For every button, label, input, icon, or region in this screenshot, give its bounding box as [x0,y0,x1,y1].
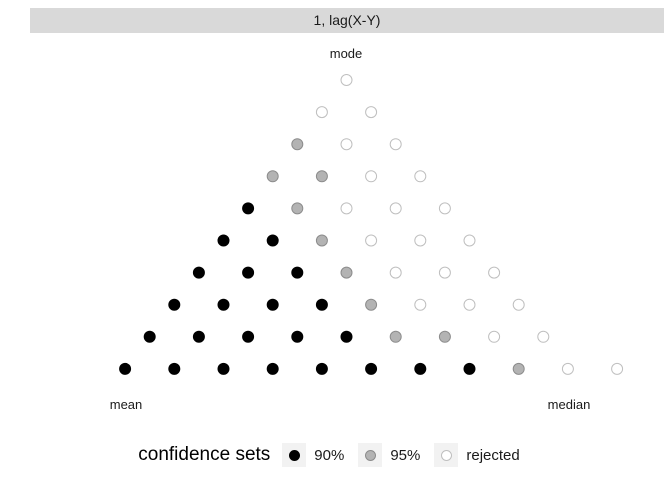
point-rej-r2-c1 [340,138,353,151]
point-rej-r8-c8 [537,330,550,343]
point-90-r9-c6 [414,362,427,375]
point-95-r4-c1 [291,202,304,215]
point-rej-r6-c5 [438,266,451,279]
point-90-r9-c0 [119,362,132,375]
point-90-r7-c0 [168,298,181,311]
point-rej-r2-c2 [389,138,402,151]
point-rej-r4-c4 [438,202,451,215]
point-rej-r3-c2 [365,170,378,183]
point-90-r6-c1 [242,266,255,279]
point-95-r6-c3 [340,266,353,279]
point-90-r5-c1 [266,234,279,247]
point-90-r8-c2 [242,330,255,343]
legend-dot-90-icon [288,449,300,461]
point-rej-r0-c0 [340,74,353,86]
legend-title: confidence sets [138,444,271,465]
point-90-r9-c2 [217,362,230,375]
legend-item-90: 90% [282,443,344,467]
point-rej-r5-c3 [365,234,378,247]
point-90-r8-c3 [291,330,304,343]
facet-strip-label: 1, lag(X-Y) [313,12,381,28]
legend-item-rejected: rejected [434,443,520,467]
point-rej-r9-c10 [611,362,624,375]
point-90-r7-c3 [315,298,328,311]
point-90-r9-c3 [266,362,279,375]
legend-dot-rejected-icon [440,449,452,461]
point-90-r6-c0 [192,266,205,279]
point-rej-r5-c5 [463,234,476,247]
point-95-r3-c0 [266,170,279,183]
point-90-r6-c2 [291,266,304,279]
point-rej-r1-c0 [315,106,328,119]
point-rej-r5-c4 [414,234,427,247]
point-90-r8-c4 [340,330,353,343]
legend-label-rejected: rejected [466,446,520,464]
point-95-r8-c6 [438,330,451,343]
point-rej-r7-c6 [463,298,476,311]
point-90-r4-c0 [242,202,255,215]
point-rej-r9-c9 [561,362,574,375]
point-rej-r7-c5 [414,298,427,311]
point-rej-r6-c6 [488,266,501,279]
point-rej-r4-c3 [389,202,402,215]
point-95-r7-c4 [365,298,378,311]
point-90-r8-c1 [192,330,205,343]
point-90-r7-c1 [217,298,230,311]
point-95-r5-c2 [315,234,328,247]
legend-key-95 [358,443,383,467]
legend: confidence sets 90% 95% rejected [0,440,672,470]
point-90-r9-c1 [168,362,181,375]
point-rej-r8-c7 [488,330,501,343]
legend-label-95: 95% [390,446,421,464]
point-rej-r7-c7 [512,298,525,311]
point-90-r5-c0 [217,234,230,247]
corner-label-mean: mean [109,397,143,412]
point-95-r9-c8 [512,362,525,375]
legend-key-rejected [434,443,459,467]
legend-item-95: 95% [358,443,420,467]
point-95-r8-c5 [389,330,402,343]
legend-key-90 [282,443,307,467]
point-rej-r6-c4 [389,266,402,279]
point-95-r3-c1 [315,170,328,183]
point-90-r7-c2 [266,298,279,311]
point-90-r9-c7 [463,362,476,375]
corner-label-median: median [547,397,591,412]
corner-label-mode: mode [329,46,363,61]
facet-strip: 1, lag(X-Y) [30,8,664,33]
point-95-r2-c0 [291,138,304,151]
point-rej-r1-c1 [365,106,378,119]
point-rej-r4-c2 [340,202,353,215]
point-rej-r3-c3 [414,170,427,183]
point-90-r8-c0 [143,330,156,343]
legend-label-90: 90% [314,446,345,464]
point-90-r9-c5 [365,362,378,375]
point-90-r9-c4 [315,362,328,375]
legend-dot-95-icon [364,449,376,461]
